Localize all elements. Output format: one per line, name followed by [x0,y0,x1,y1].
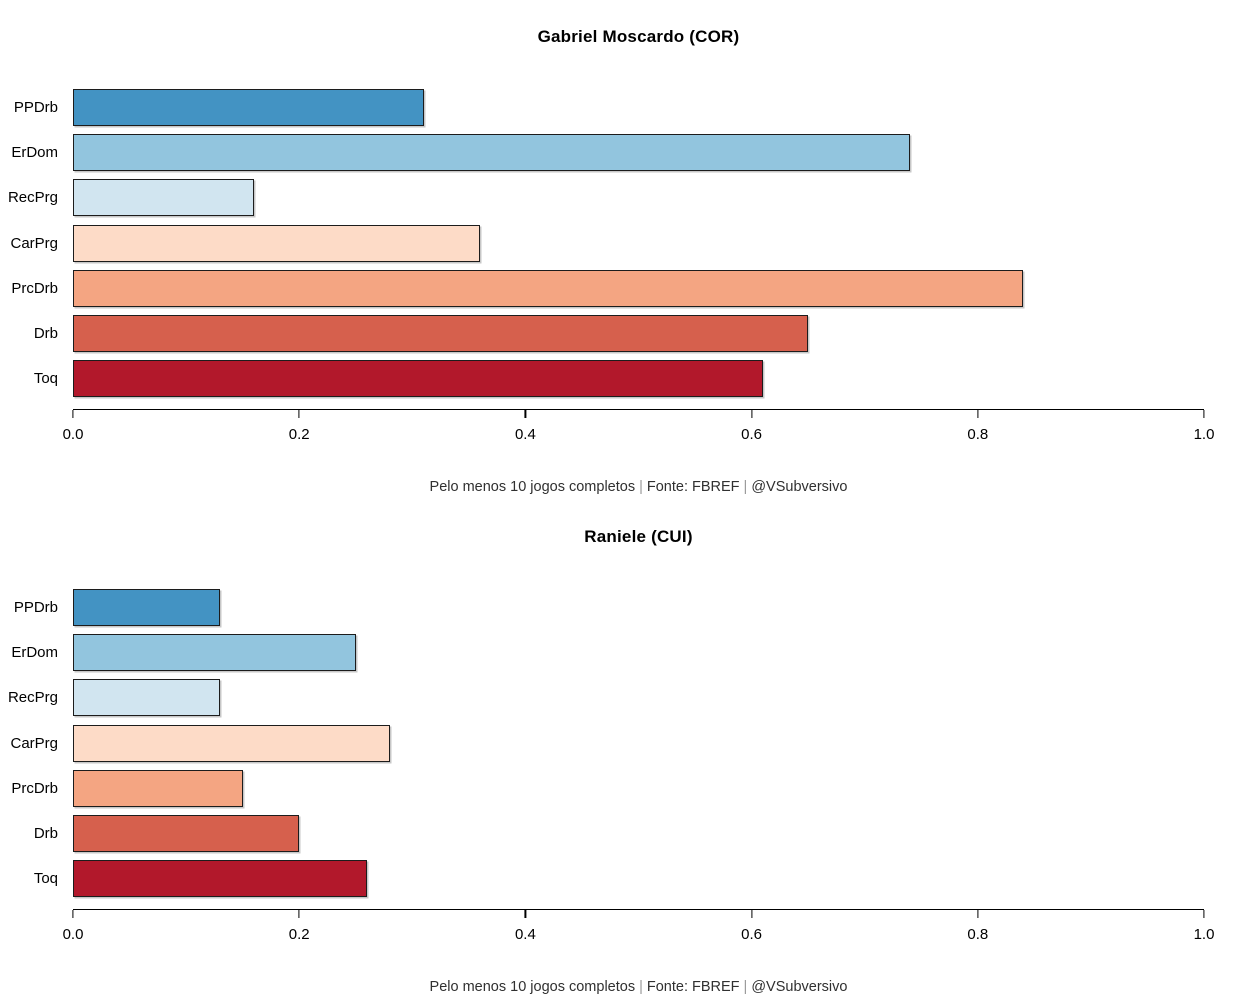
x-axis-tick [977,410,979,418]
x-axis: 0.0 0.2 0.4 0.6 0.8 1.0 [63,409,1214,450]
bar-recprg [73,679,221,717]
x-axis-tick-label: 0.4 [514,926,536,943]
bar-row-erdom [73,130,1204,175]
x-axis-tick-label: 0.8 [967,926,989,943]
y-axis-label-prcdrb: PrcDrb [11,779,58,797]
bar-toq [73,360,763,398]
bar-row-ppdrb [73,85,1204,130]
plot-area [73,85,1204,401]
y-axis-label-toq: Toq [33,870,58,888]
x-axis-tick-label: 0.0 [62,426,84,443]
x-axis-tick-label: 0.2 [288,426,310,443]
bar-toq [73,860,368,898]
x-axis-tick [524,910,526,918]
y-axis-label-carprg: CarPrg [10,734,58,752]
bar-row-carprg [73,221,1204,266]
chart-caption: Pelo menos 10 jogos completos | Fonte: FBR… [73,479,1204,495]
x-axis-tick [298,910,300,918]
y-axis-labels: PPDrb ErDom RecPrg CarPrg PrcDrb Drb Toq [0,85,58,401]
bar-drb [73,315,809,353]
bar-row-toq [73,356,1204,401]
bar-erdom [73,634,356,672]
y-axis-label-erdom: ErDom [11,144,58,162]
plot-area [73,585,1204,901]
y-axis-label-carprg: CarPrg [10,234,58,252]
x-axis-tick [751,410,753,418]
caption-part: @VSubversivo [751,979,848,995]
bar-prcdrb [73,769,243,807]
bar-row-prcdrb [73,266,1204,311]
x-axis-tick-label: 1.0 [1193,926,1215,943]
bar-carprg [73,224,481,262]
chart-caption: Pelo menos 10 jogos completos | Fonte: FBR… [73,979,1204,995]
caption-separator: | [743,979,748,995]
y-axis-label-erdom: ErDom [11,644,58,662]
bar-row-recprg [73,675,1204,720]
caption-separator: | [639,479,643,495]
bar-row-recprg [73,175,1204,220]
x-axis-tick [72,410,74,418]
x-axis-tick-label: 0.8 [967,426,989,443]
x-axis-tick-label: 1.0 [1193,426,1215,443]
bar-recprg [73,179,254,217]
caption-separator: | [743,479,748,495]
x-axis: 0.0 0.2 0.4 0.6 0.8 1.0 [63,909,1214,950]
bar-row-toq [73,856,1204,901]
x-axis-tick [298,410,300,418]
bar-drb [73,815,300,853]
bar-row-prcdrb [73,766,1204,811]
y-axis-label-ppdrb: PPDrb [13,99,58,116]
x-axis-tick [751,910,753,918]
x-axis-tick [1203,910,1205,918]
y-axis-label-drb: Drb [33,824,58,842]
bar-chart-panel-top: Gabriel Moscardo (COR) PPDrb ErDom RecPrg C… [0,27,1214,495]
caption-part: Pelo menos 10 jogos completos [429,479,636,495]
caption-part: Fonte: FBREF [646,979,740,995]
bar-carprg [73,724,390,762]
bar-ppdrb [73,89,424,127]
y-axis-label-recprg: RecPrg [7,189,58,207]
x-axis-tick-label: 0.6 [741,426,763,443]
x-axis-tick [1203,410,1205,418]
bar-row-drb [73,811,1204,856]
y-axis-label-drb: Drb [33,324,58,342]
x-axis-tick-label: 0.4 [514,426,536,443]
x-axis-tick-label: 0.2 [288,926,310,943]
x-axis-tick [72,910,74,918]
x-axis-tick [524,410,526,418]
caption-separator: | [639,979,643,995]
bar-ppdrb [73,589,221,627]
bar-prcdrb [73,269,1024,307]
bar-row-erdom [73,630,1204,675]
y-axis-label-recprg: RecPrg [7,689,58,707]
y-axis-label-ppdrb: PPDrb [13,599,58,616]
chart-title: Gabriel Moscardo (COR) [537,27,740,46]
bar-row-drb [73,311,1204,356]
bar-erdom [73,134,910,172]
bar-chart-panel-bottom: Raniele (CUI) PPDrb ErDom RecPrg CarPrg PrcD… [0,500,1242,1000]
y-axis-label-toq: Toq [33,370,58,388]
caption-part: Fonte: FBREF [646,479,740,495]
caption-part: @VSubversivo [751,479,848,495]
y-axis-labels: PPDrb ErDom RecPrg CarPrg PrcDrb Drb Toq [0,585,58,901]
caption-part: Pelo menos 10 jogos completos [429,979,636,995]
bar-row-ppdrb [73,585,1204,630]
chart-title: Raniele (CUI) [584,527,693,546]
y-axis-label-prcdrb: PrcDrb [11,279,58,297]
x-axis-tick-label: 0.0 [62,926,84,943]
bar-row-carprg [73,721,1204,766]
x-axis-tick-label: 0.6 [741,926,763,943]
x-axis-tick [977,910,979,918]
